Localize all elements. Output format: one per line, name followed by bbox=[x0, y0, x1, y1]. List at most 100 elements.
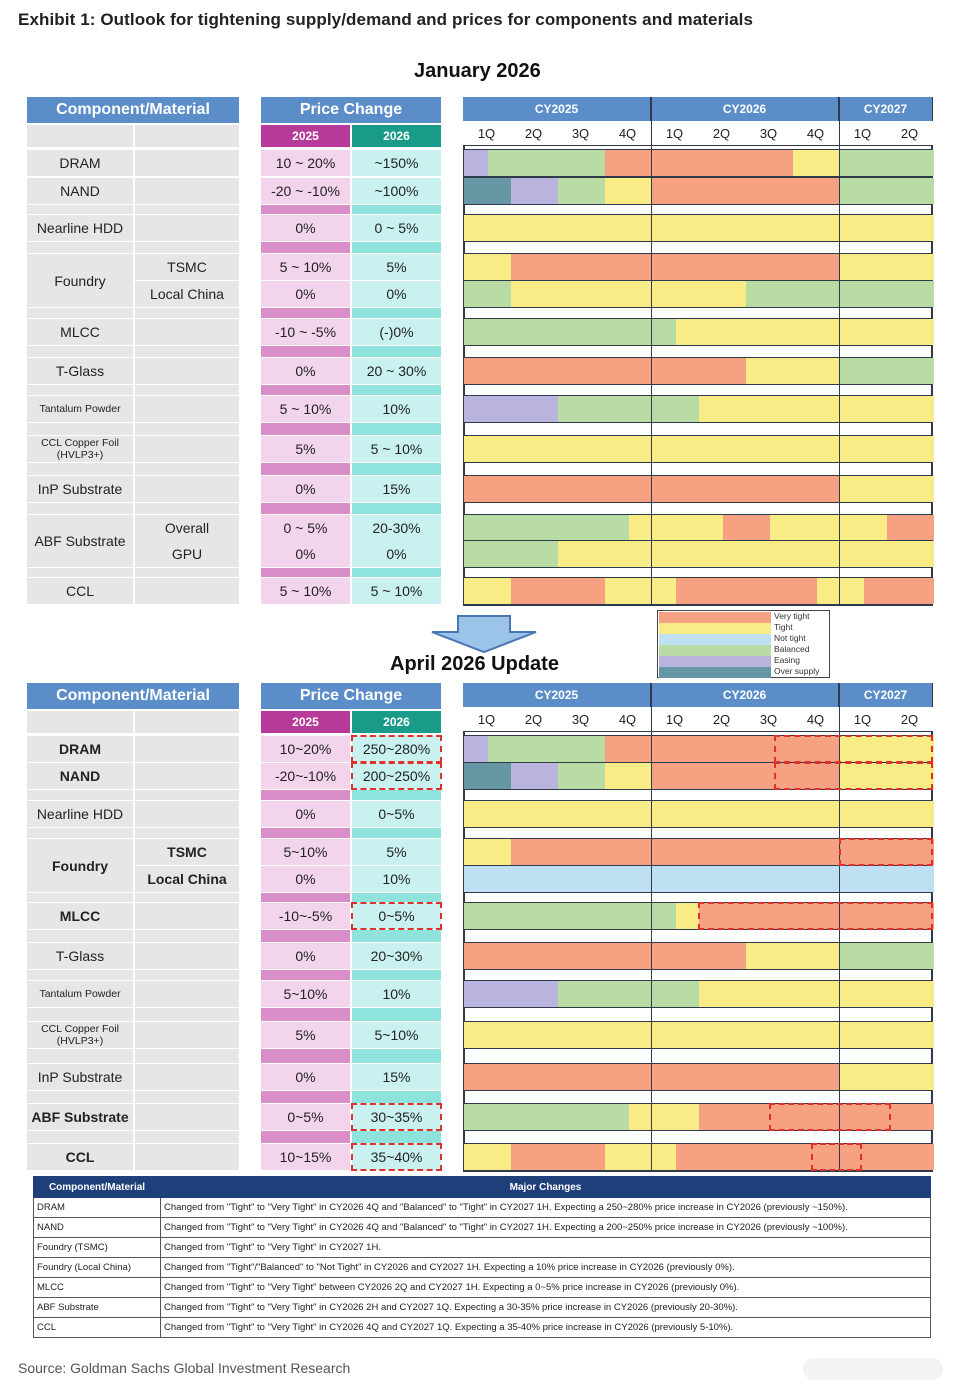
row-separator bbox=[463, 865, 933, 866]
quarter-header: 4Q bbox=[604, 121, 651, 146]
timeline-segment-easing bbox=[464, 736, 488, 762]
price-2025-ccl-copper-foil-hvlp3: 5% bbox=[261, 436, 350, 462]
table-row: DRAM Changed from "Tight" to "Very Tight"… bbox=[33, 1197, 931, 1218]
row-spacer bbox=[352, 463, 441, 475]
row-spacer bbox=[27, 503, 133, 514]
component-name-ccl: CCL bbox=[27, 578, 133, 604]
price-2026-foundry-local-china: 0% bbox=[352, 281, 441, 307]
price-2025-tantalum-powder: 5 ~ 10% bbox=[261, 396, 350, 422]
changes-description-cell: Changed from "Tight"/"Balanced" to "Not … bbox=[160, 1257, 931, 1278]
timeline-segment-not-tight bbox=[464, 866, 934, 892]
timeline-segment-very-tight bbox=[511, 1144, 605, 1170]
row-spacer bbox=[352, 568, 441, 577]
price-2025-ccl-copper-foil-hvlp3: 5% bbox=[261, 1022, 350, 1048]
price-2025-foundry-tsmc: 5 ~ 10% bbox=[261, 254, 350, 280]
price-2025-abf-substrate-gpu: 0% bbox=[261, 541, 350, 567]
change-highlight bbox=[351, 735, 442, 763]
component-header: Component/Material bbox=[27, 683, 239, 709]
component-sub-blank bbox=[135, 1022, 239, 1048]
row-spacer bbox=[27, 893, 133, 902]
price-2026-inp-substrate: 15% bbox=[352, 476, 441, 502]
legend-label-over-supply: Over supply bbox=[774, 666, 820, 676]
price-2026-t-glass: 20 ~ 30% bbox=[352, 358, 441, 384]
changes-component-cell: DRAM bbox=[33, 1197, 161, 1218]
row-spacer bbox=[352, 1049, 441, 1063]
component-sub-blank bbox=[135, 178, 239, 204]
component-sub-blank bbox=[135, 436, 239, 462]
timeline-segment-tight bbox=[675, 903, 699, 929]
legend-label-easing: Easing bbox=[774, 655, 800, 665]
row-spacer bbox=[135, 463, 239, 475]
price-2025-tantalum-powder: 5~10% bbox=[261, 981, 350, 1007]
timeline-segment-very-tight bbox=[511, 578, 605, 604]
timeline-segment-very-tight bbox=[675, 578, 817, 604]
price-2026-ccl-copper-foil-hvlp3: 5 ~ 10% bbox=[352, 436, 441, 462]
quarter-header: 4Q bbox=[792, 707, 839, 732]
row-separator bbox=[463, 214, 933, 215]
component-name-abf-substrate: ABF Substrate bbox=[27, 515, 133, 567]
price-2026-inp-substrate: 15% bbox=[352, 1064, 441, 1090]
row-separator bbox=[463, 422, 933, 423]
timeline-segment-very-tight bbox=[722, 515, 770, 541]
timeline-segment-tight bbox=[605, 763, 652, 789]
component-name-inp-substrate: InP Substrate bbox=[27, 476, 133, 502]
row-spacer bbox=[352, 423, 441, 435]
row-separator bbox=[463, 827, 933, 828]
timeline-segment-balanced bbox=[840, 358, 934, 384]
timeline-segment-tight bbox=[464, 1144, 511, 1170]
timeline-segment-very-tight bbox=[652, 178, 840, 204]
row-spacer bbox=[135, 242, 239, 253]
price-2025-nand: -20 ~ -10% bbox=[261, 178, 350, 204]
component-sub-blank bbox=[135, 215, 239, 241]
timeline-segment-balanced bbox=[464, 515, 629, 541]
legend-swatch-very-tight bbox=[659, 612, 771, 623]
row-separator bbox=[463, 307, 933, 308]
row-spacer bbox=[261, 1131, 350, 1143]
price-2025-header: 2025 bbox=[261, 125, 350, 147]
timeline-segment-very-tight bbox=[605, 736, 840, 762]
changes-component-cell: MLCC bbox=[33, 1277, 161, 1298]
source-note: Source: Goldman Sachs Global Investment … bbox=[18, 1360, 351, 1376]
timeline-segment-tight bbox=[464, 1022, 934, 1048]
legend-swatch-balanced bbox=[659, 645, 771, 656]
timeline-segment-very-tight bbox=[464, 1064, 840, 1090]
row-spacer bbox=[135, 1131, 239, 1143]
price-2026-dram: ~150% bbox=[352, 150, 441, 176]
timeline-segment-tight bbox=[464, 839, 511, 865]
component-name-ccl-copper-foil-hvlp3: CCL Copper Foil (HVLP3+) bbox=[27, 1022, 133, 1048]
component-name-ccl-copper-foil-hvlp3: CCL Copper Foil (HVLP3+) bbox=[27, 436, 133, 462]
component-subheader-blank bbox=[135, 125, 239, 147]
component-sub-blank bbox=[135, 736, 239, 762]
quarter-header: 4Q bbox=[792, 121, 839, 146]
timeline-segment-balanced bbox=[464, 319, 676, 345]
changes-component-cell: NAND bbox=[33, 1217, 161, 1238]
table-row: MLCC Changed from "Tight" to "Very Tight"… bbox=[33, 1277, 931, 1298]
price-2025-dram: 10~20% bbox=[261, 736, 350, 762]
timeline-segment-easing bbox=[511, 178, 558, 204]
timeline-segment-balanced bbox=[558, 763, 605, 789]
price-2026-abf-substrate-overall: 20-30% bbox=[352, 515, 441, 541]
timeline-segment-very-tight bbox=[699, 903, 934, 929]
quarter-header: 1Q bbox=[651, 121, 698, 146]
component-name-foundry: Foundry bbox=[27, 254, 133, 307]
year-header-cy2026: CY2026 bbox=[651, 683, 839, 707]
row-separator bbox=[463, 604, 933, 605]
price-change-header: Price Change bbox=[261, 97, 441, 123]
price-2026-nand: ~100% bbox=[352, 178, 441, 204]
component-sub-gpu: GPU bbox=[135, 541, 239, 567]
timeline-segment-tight bbox=[464, 801, 934, 827]
component-sub-overall: Overall bbox=[135, 515, 239, 541]
major-changes-table: Component/Material Major Changes DRAM Cha… bbox=[33, 1176, 931, 1338]
row-spacer bbox=[27, 308, 133, 318]
row-spacer bbox=[135, 828, 239, 838]
row-spacer bbox=[135, 568, 239, 577]
row-separator bbox=[463, 942, 933, 943]
timeline-segment-tight bbox=[840, 736, 934, 762]
table-row: NAND Changed from "Tight" to "Very Tight"… bbox=[33, 1217, 931, 1238]
row-separator bbox=[463, 204, 933, 205]
row-separator bbox=[463, 892, 933, 893]
legend: Very tight Tight Not tight Balanced Easing Ov… bbox=[657, 610, 830, 678]
price-2025-t-glass: 0% bbox=[261, 358, 350, 384]
quarter-header: 1Q bbox=[651, 707, 698, 732]
row-spacer bbox=[261, 205, 350, 214]
